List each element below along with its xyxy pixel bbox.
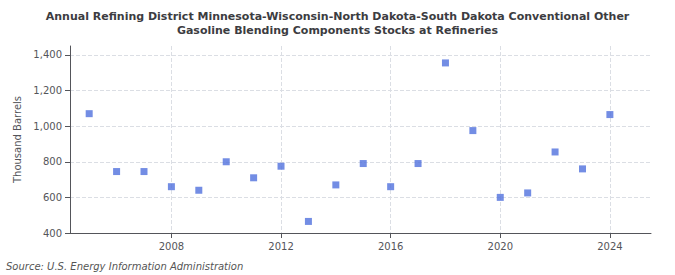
svg-text:1,000: 1,000: [33, 121, 62, 132]
svg-text:2012: 2012: [268, 241, 293, 252]
svg-text:2016: 2016: [378, 241, 403, 252]
svg-text:600: 600: [43, 192, 62, 203]
svg-text:800: 800: [43, 156, 62, 167]
svg-text:2008: 2008: [159, 241, 184, 252]
svg-text:1,200: 1,200: [33, 85, 62, 96]
svg-text:1,400: 1,400: [33, 49, 62, 60]
svg-text:Annual Refining District Minne: Annual Refining District Minnesota-Wisco…: [46, 10, 630, 23]
svg-text:Source: U.S. Energy Informatio: Source: U.S. Energy Information Administ…: [6, 261, 243, 272]
svg-text:2024: 2024: [597, 241, 622, 252]
svg-text:2020: 2020: [488, 241, 513, 252]
svg-text:400: 400: [43, 228, 62, 239]
svg-text:Gasoline Blending Components S: Gasoline Blending Components Stocks at R…: [177, 24, 499, 37]
svg-text:Thousand Barrels: Thousand Barrels: [12, 96, 23, 184]
